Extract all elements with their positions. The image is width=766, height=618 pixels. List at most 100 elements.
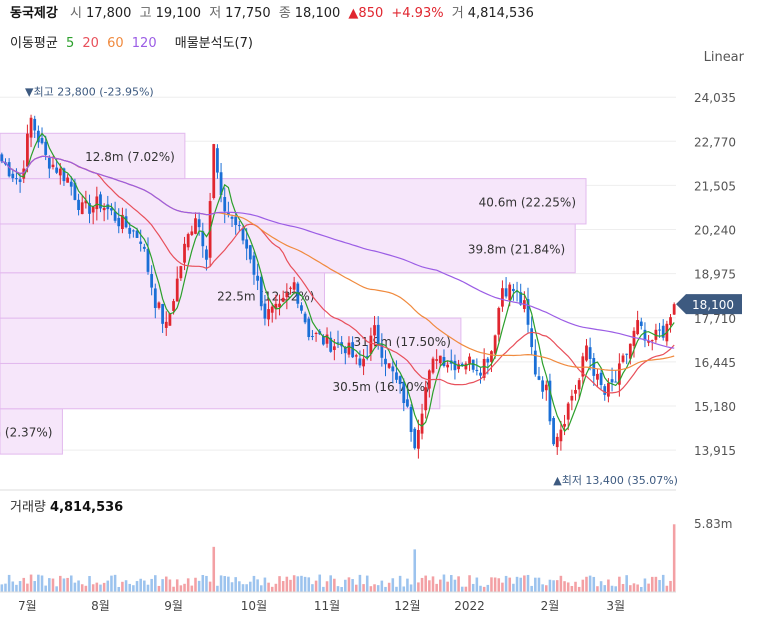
volume-bar — [91, 584, 95, 592]
volume-bar — [128, 583, 131, 592]
candle-body — [486, 358, 490, 363]
volume-bar — [216, 585, 219, 592]
ma5-legend[interactable]: 5 — [65, 36, 75, 51]
candle-body — [610, 379, 614, 383]
volume-bar — [493, 577, 497, 592]
candle-body — [172, 301, 175, 311]
profile-legend[interactable]: 매물분석도(7) — [174, 36, 253, 51]
axes: 24,035 22,770 21,505 20,240 18,975 17,710 16,4… — [0, 91, 736, 613]
ma-label[interactable]: 이동평균 — [10, 36, 58, 51]
candle-body — [482, 358, 486, 378]
volume-bar — [428, 580, 431, 592]
candle-body — [263, 303, 267, 319]
volume-panel-title: 거래량 4,814,536 — [10, 496, 123, 515]
candle-body — [570, 395, 574, 401]
volume-bar — [113, 574, 117, 592]
volume-bar — [307, 577, 311, 592]
candle-body — [343, 347, 347, 354]
candle-body — [402, 381, 406, 404]
volume-bar — [267, 582, 270, 592]
volume-bar — [512, 583, 515, 592]
volume-axis-label: 5.83m — [694, 517, 732, 531]
volume-bar — [398, 575, 402, 592]
volume-bar — [256, 579, 259, 592]
x-tick-label: 11월 — [314, 599, 340, 613]
y-tick-label: 24,035 — [694, 91, 736, 105]
volume-bar — [387, 582, 391, 592]
candle-body — [504, 288, 508, 297]
volume-bar — [526, 574, 530, 592]
max-annotation: ▼최고 23,800 (-23.95%) — [25, 85, 154, 98]
candle-body — [512, 288, 515, 292]
volume-bar — [110, 575, 113, 592]
change-percent: +4.93% — [391, 6, 444, 21]
volume-bar — [599, 581, 603, 592]
volume-bar — [278, 576, 281, 592]
volume-bar — [446, 581, 449, 592]
indicator-legend: 이동평균 5 20 60 120 매물분석도(7) — [10, 32, 257, 51]
candle-body — [121, 214, 124, 230]
volume-bar — [252, 575, 256, 592]
volume-bar — [497, 578, 501, 592]
candle-body — [636, 320, 640, 335]
candle-body — [519, 292, 523, 305]
volume-bar — [190, 585, 194, 592]
candle-body — [66, 177, 69, 183]
volume-bar — [380, 580, 384, 592]
volume-bar — [424, 575, 427, 592]
candle-body — [274, 303, 278, 310]
candle-body — [168, 313, 172, 326]
volume-bar — [146, 584, 150, 592]
volume-bar — [157, 585, 161, 592]
scale-toggle[interactable]: Linear — [703, 50, 744, 65]
volume-bar — [391, 578, 395, 592]
volume-bar — [33, 581, 36, 592]
candle-body — [391, 366, 395, 372]
candle-body — [33, 118, 37, 131]
candle-body — [194, 218, 197, 234]
candle-body — [131, 230, 135, 232]
candle-body — [325, 334, 329, 344]
x-tick-label: 3월 — [606, 599, 625, 613]
ma20-legend[interactable]: 20 — [82, 36, 99, 51]
volume-bar — [219, 575, 223, 592]
volume-bar — [164, 576, 168, 592]
candle-body — [533, 350, 537, 375]
volume-bar — [475, 577, 479, 592]
volume-bar — [592, 576, 596, 592]
volume-bar — [435, 583, 438, 592]
volume-bar — [322, 586, 325, 592]
ma120-legend[interactable]: 120 — [131, 36, 157, 51]
change-value: ▲850 — [348, 6, 384, 21]
volume-bar — [124, 580, 128, 592]
candle-body — [259, 276, 263, 307]
volume-bar — [354, 584, 358, 592]
candle-body — [365, 355, 369, 357]
profile-label: 30.5m (16.70%) — [332, 380, 429, 394]
candle-body — [142, 246, 146, 249]
ma60-legend[interactable]: 60 — [107, 36, 124, 51]
candle-body — [175, 278, 179, 302]
candle-body — [146, 248, 150, 272]
candle-body — [515, 291, 519, 293]
volume-bar — [281, 581, 285, 592]
volume-bar — [22, 577, 26, 592]
volume-bar — [665, 585, 669, 592]
x-tick-label: 2월 — [541, 599, 560, 613]
candle-body — [493, 335, 497, 354]
volume-value: 4,814,536 — [467, 6, 534, 21]
volume-bar — [227, 576, 230, 592]
volume-bar — [647, 583, 650, 592]
volume-bar — [453, 579, 457, 592]
volume-bar — [135, 581, 139, 592]
low-value: 17,750 — [225, 6, 271, 21]
candle-body — [566, 403, 570, 420]
candle-body — [490, 351, 493, 362]
volume-bar — [230, 582, 234, 592]
x-tick-label: 9월 — [164, 599, 183, 613]
candle-body — [113, 211, 117, 221]
volume-bar — [80, 584, 84, 592]
candle-body — [332, 346, 336, 350]
volume-bar — [347, 577, 351, 592]
